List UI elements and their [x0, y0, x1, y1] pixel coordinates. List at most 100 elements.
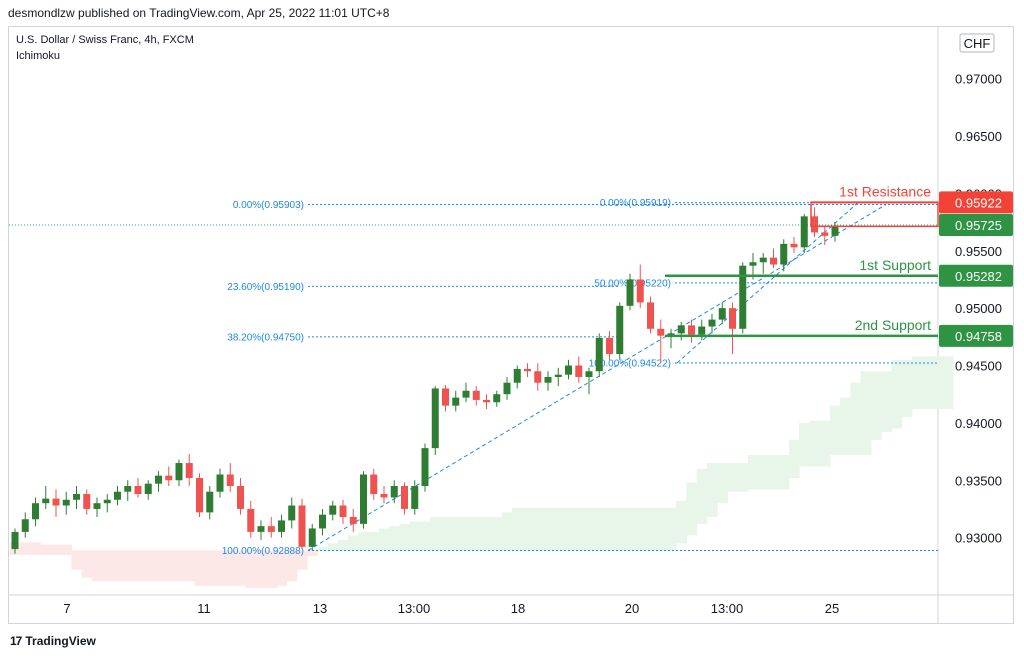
ichimoku-cloud-segment [307, 550, 318, 556]
ichimoku-cloud-segment [440, 516, 452, 552]
ichimoku-cloud-segment [50, 544, 62, 555]
brand-name: TradingView [25, 634, 96, 648]
ichimoku-cloud-segment [829, 405, 841, 456]
fib-left-level-label: 0.00%(0.95903) [233, 200, 304, 211]
candle-body [380, 494, 388, 498]
ichimoku-cloud-segment [717, 463, 728, 504]
candle-body [575, 365, 583, 377]
chart-frame [8, 26, 1014, 624]
ichimoku-cloud-segment [522, 507, 534, 552]
ichimoku-cloud-segment [881, 371, 892, 433]
candle-body [390, 485, 398, 498]
candle-body [554, 374, 562, 377]
ichimoku-cloud-segment [727, 463, 739, 492]
candle-body [698, 326, 706, 335]
last-price-tag-label: 0.95725 [955, 218, 1002, 233]
ichimoku-cloud-segment [450, 516, 462, 552]
ichimoku-cloud-segment [235, 550, 247, 586]
fib-left-level-label: 38.20%(0.94750) [227, 332, 304, 343]
ichimoku-cloud-segment [296, 550, 308, 570]
candle-body [739, 265, 747, 329]
ichimoku-cloud-segment [153, 550, 165, 582]
ichimoku-cloud-segment [389, 526, 400, 552]
candle-body [32, 503, 39, 520]
ichimoku-cloud-segment [532, 507, 544, 552]
ichimoku-cloud-segment [112, 550, 124, 582]
ichimoku-cloud-segment [850, 382, 862, 456]
support-tag-label: 0.94758 [955, 329, 1002, 344]
candle-body [42, 498, 50, 504]
candle-body [770, 257, 777, 265]
currency-label: CHF [964, 36, 991, 51]
resistance-tag [939, 191, 1013, 214]
ichimoku-cloud-segment [922, 356, 933, 410]
candle-body [513, 368, 521, 383]
time-tick-label: 7 [63, 601, 70, 616]
ichimoku-cloud-segment [676, 500, 687, 544]
candle-body [462, 390, 470, 398]
ichimoku-cloud-segment [214, 550, 226, 586]
ichimoku-cloud-segment [61, 544, 72, 555]
ichimoku-cloud-segment [30, 542, 42, 555]
ichimoku-cloud-segment [81, 550, 93, 578]
candle-body [308, 528, 316, 547]
candle-body [401, 485, 408, 509]
candle-body [103, 499, 111, 504]
candle-body [421, 448, 429, 486]
ichimoku-cloud-segment [368, 531, 380, 552]
candle-body [329, 505, 337, 515]
ichimoku-cloud-segment [840, 397, 851, 456]
candle-body [534, 371, 542, 383]
candle-body [155, 475, 162, 484]
time-tick-label: 13 [313, 601, 327, 616]
ichimoku-cloud-segment [542, 507, 554, 552]
ichimoku-cloud-segment [409, 521, 421, 552]
candle-body [831, 225, 839, 236]
resistance-tag-label: 0.95922 [955, 195, 1002, 210]
ichimoku-cloud-segment [173, 550, 185, 582]
candle-body [370, 474, 378, 495]
currency-badge [959, 33, 995, 53]
price-tick-label: 0.95000 [955, 301, 1002, 316]
ichimoku-cloud-segment [901, 359, 913, 418]
candle-body [114, 491, 121, 500]
ichimoku-cloud-segment [788, 440, 800, 478]
time-tick-label: 13:00 [398, 601, 431, 616]
ichimoku-cloud-segment [799, 422, 810, 467]
ichimoku-cloud-segment [399, 523, 411, 552]
ichimoku-cloud-segment [891, 359, 903, 429]
candle-body [278, 520, 285, 532]
candle-body [790, 243, 798, 248]
ichimoku-cloud-segment [245, 550, 257, 589]
support-tag [939, 264, 1013, 287]
ichimoku-cloud-segment [911, 356, 923, 410]
candle-body [442, 388, 449, 406]
candle-body [247, 508, 255, 532]
candle-body [544, 376, 552, 383]
chart-legend: U.S. Dollar / Swiss Franc, 4h, FXCM Ichi… [16, 32, 194, 64]
ichimoku-cloud-segment [747, 455, 759, 490]
candle-body [626, 279, 634, 306]
candle-body [595, 337, 603, 372]
support-level-label: 1st Support [859, 257, 931, 273]
ichimoku-cloud-segment [870, 371, 882, 441]
ichimoku-cloud-segment [337, 539, 349, 552]
ichimoku-cloud-segment [194, 550, 206, 586]
candle-body [411, 485, 419, 509]
ichimoku-cloud-segment [655, 507, 667, 552]
ichimoku-cloud-segment [348, 535, 359, 552]
candle-body [360, 474, 367, 524]
fib-right-trendline [676, 202, 859, 364]
ichimoku-cloud-segment [635, 507, 646, 552]
candle-body [226, 474, 234, 486]
candle-body [216, 474, 224, 492]
candle-body [565, 365, 572, 375]
ichimoku-cloud-segment [358, 531, 370, 552]
ichimoku-cloud-segment [573, 507, 585, 552]
price-tick-label: 0.95500 [955, 244, 1002, 259]
candle-body [524, 368, 531, 372]
candle-body [257, 526, 265, 532]
candle-body [708, 319, 716, 327]
candle-body [677, 325, 685, 334]
